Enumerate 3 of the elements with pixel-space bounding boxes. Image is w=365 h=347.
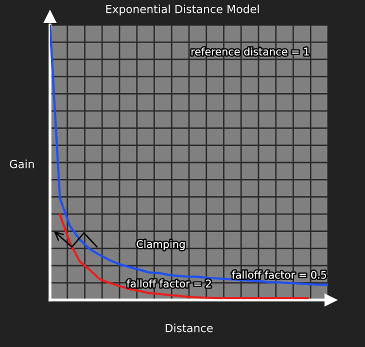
chart-title: Exponential Distance Model bbox=[106, 4, 259, 16]
x-axis-title: Distance bbox=[166, 324, 213, 332]
y-axis-title: Gain bbox=[10, 160, 34, 168]
